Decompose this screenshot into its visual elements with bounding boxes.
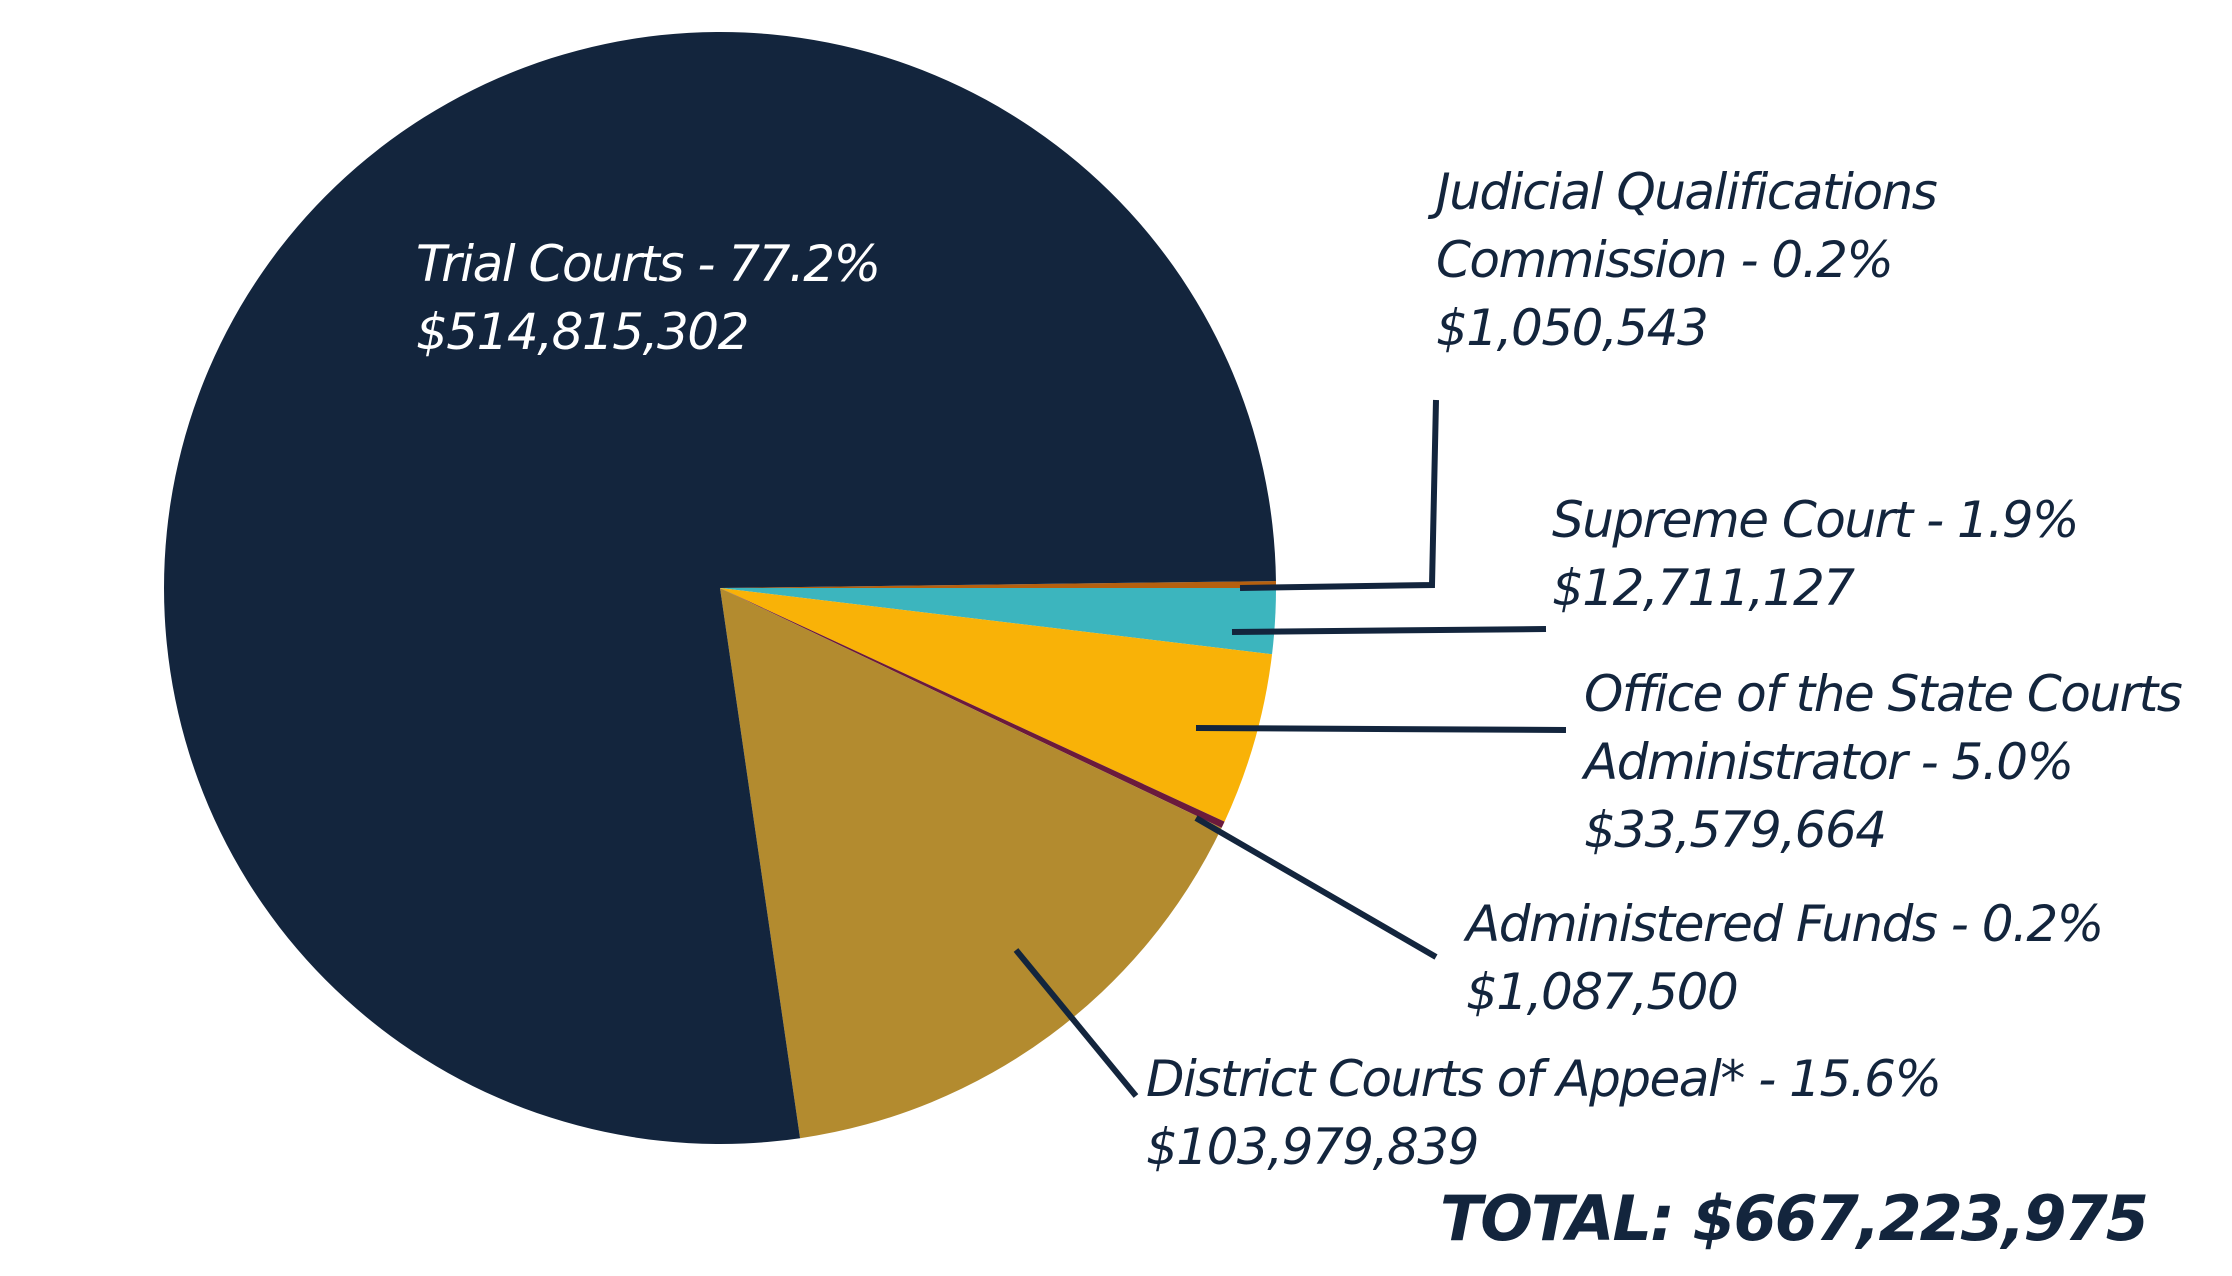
leader-line-osca	[1195, 725, 1567, 733]
leader-line-jqc	[1239, 399, 1439, 591]
leader-line-dca	[1013, 948, 1139, 1098]
label-dca: District Courts of Appeal* - 15.6% $103,…	[1146, 1045, 1942, 1181]
label-osca: Office of the State Courts Administrator…	[1584, 660, 2183, 864]
pie-slice-osca	[720, 588, 1273, 822]
label-jqc-value: $1,050,543	[1436, 299, 1709, 357]
label-supreme-court: Supreme Court - 1.9% $12,711,127	[1552, 486, 2080, 622]
pie-slices	[164, 31, 1277, 1144]
label-osca-title-1: Office of the State Courts	[1584, 665, 2183, 723]
pie-slice-trial	[164, 31, 1276, 1144]
pie-slice-supreme	[720, 588, 1276, 655]
leader-lines	[1013, 399, 1567, 1098]
label-administered-funds-value: $1,087,500	[1466, 963, 1739, 1021]
label-supreme-court-value: $12,711,127	[1552, 559, 1855, 617]
label-trial-courts: Trial Courts - 77.2% $514,815,302	[416, 230, 881, 366]
label-administered-funds: Administered Funds - 0.2% $1,087,500	[1466, 890, 2104, 1026]
label-osca-value: $33,579,664	[1584, 801, 1887, 859]
label-trial-courts-value: $514,815,302	[416, 303, 749, 361]
label-jqc-title-1: Judicial Qualifications	[1436, 163, 1938, 221]
label-trial-courts-title: Trial Courts - 77.2%	[416, 235, 881, 293]
label-jqc: Judicial Qualifications Commission - 0.2…	[1436, 158, 1938, 362]
leader-line-supreme	[1231, 626, 1547, 635]
label-osca-title-2: Administrator - 5.0%	[1584, 733, 2074, 791]
pie-slice-jqc	[720, 581, 1277, 588]
label-supreme-court-title: Supreme Court - 1.9%	[1552, 491, 2080, 549]
label-dca-value: $103,979,839	[1146, 1118, 1479, 1176]
leader-line-admin	[1194, 815, 1438, 960]
pie-slice-dca	[720, 588, 1222, 1139]
total-label: TOTAL: $667,223,975	[1440, 1182, 2149, 1255]
pie-slice-admin	[720, 588, 1225, 828]
label-dca-title: District Courts of Appeal* - 15.6%	[1146, 1050, 1942, 1108]
label-administered-funds-title: Administered Funds - 0.2%	[1466, 895, 2104, 953]
label-jqc-title-2: Commission - 0.2%	[1436, 231, 1894, 289]
